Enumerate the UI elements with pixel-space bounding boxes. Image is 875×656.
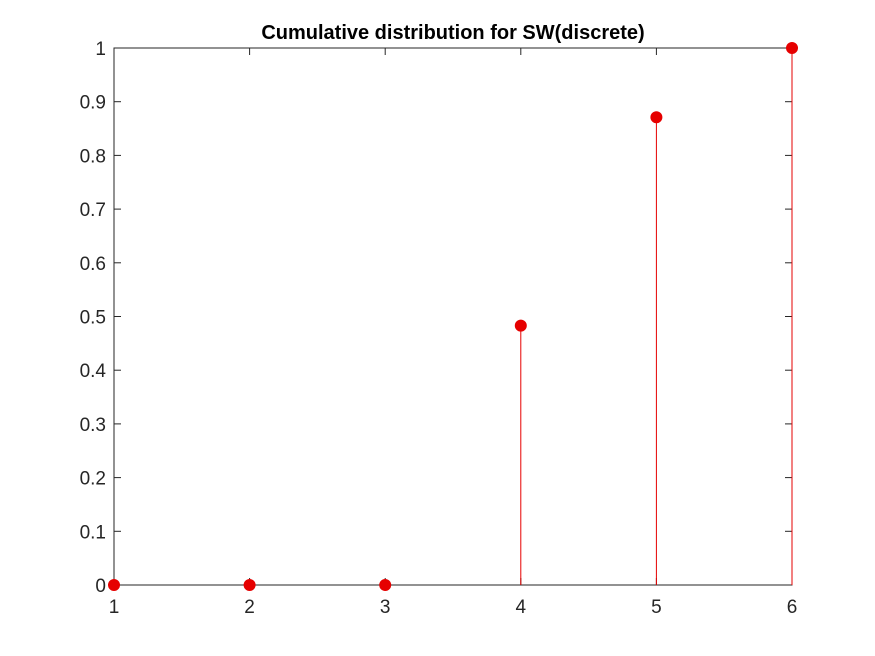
x-tick-label: 6 xyxy=(787,597,798,618)
y-tick-label: 0.2 xyxy=(80,469,106,490)
x-tick-label: 5 xyxy=(651,597,662,618)
y-tick-label: 0 xyxy=(95,576,106,597)
y-tick-label: 0.5 xyxy=(80,308,106,329)
y-tick-label: 0.9 xyxy=(80,93,106,114)
stem-marker xyxy=(786,42,798,54)
stem-marker xyxy=(379,579,392,591)
x-tick-label: 2 xyxy=(244,597,255,618)
stem-marker xyxy=(650,111,663,124)
stem-marker xyxy=(514,319,527,332)
stem-marker xyxy=(243,579,256,591)
y-tick-label: 0.6 xyxy=(80,254,106,275)
y-tick-label: 0.4 xyxy=(80,361,107,382)
axes: 0 0.1 0.2 0.3 0.4 0.5 0.6 0.7 0.8 0.9 1 1 2 3 4 5 6 xyxy=(80,39,798,618)
y-tick-label: 0.7 xyxy=(80,200,106,221)
y-tick-label: 0.8 xyxy=(80,146,106,167)
x-tick-label: 3 xyxy=(380,597,391,618)
y-tick-label: 1 xyxy=(95,39,106,60)
y-tick-label: 0.3 xyxy=(80,415,106,436)
chart-title: Cumulative distribution for SW(discrete) xyxy=(261,22,644,44)
x-tick-label: 4 xyxy=(516,597,527,618)
stem-marker xyxy=(108,579,120,591)
x-tick-label: 1 xyxy=(109,597,120,618)
stems xyxy=(108,42,798,591)
y-tick-label: 0.1 xyxy=(80,522,106,543)
